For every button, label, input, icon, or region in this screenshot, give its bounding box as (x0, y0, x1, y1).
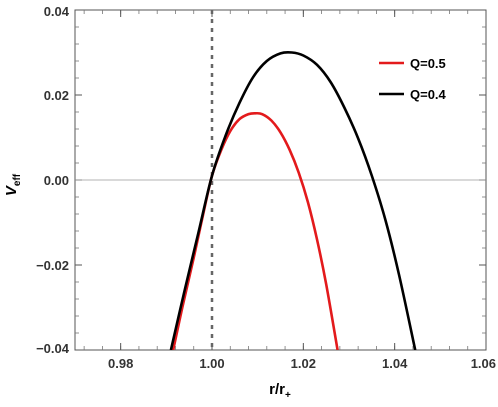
legend-label: Q=0.4 (410, 87, 447, 102)
legend: Q=0.5 Q=0.4 (379, 56, 447, 102)
x-axis-title-base: r/r (269, 381, 285, 398)
reference-lines (75, 10, 486, 350)
x-axis-title-subscript: + (285, 390, 291, 401)
y-axis-title-subscript: eff (12, 173, 23, 186)
x-tick-label: 1.00 (199, 356, 224, 371)
y-tick-label: 0.04 (44, 4, 70, 19)
y-axis-title-base: V (3, 184, 20, 196)
y-tick-label: 0.00 (44, 173, 69, 188)
x-tick-label: 0.98 (108, 356, 133, 371)
y-axis-title: Veff (3, 173, 23, 196)
series-line-q-0-4 (169, 50, 417, 350)
x-tick-label: 1.02 (291, 356, 316, 371)
y-tick-label: −0.04 (36, 341, 70, 356)
legend-label: Q=0.5 (410, 56, 446, 71)
x-tick-label: 1.04 (382, 356, 408, 371)
x-tick-label: 1.06 (471, 356, 496, 371)
x-axis-title: r/r+ (269, 381, 291, 401)
y-tick-label: −0.02 (36, 258, 69, 273)
y-tick-label: 0.02 (44, 88, 69, 103)
series-layer (169, 50, 417, 350)
ticks-layer: 0.98 1.00 1.02 1.04 1.06 0.04 0.02 0.00 −0.02 −0.… (36, 4, 496, 371)
